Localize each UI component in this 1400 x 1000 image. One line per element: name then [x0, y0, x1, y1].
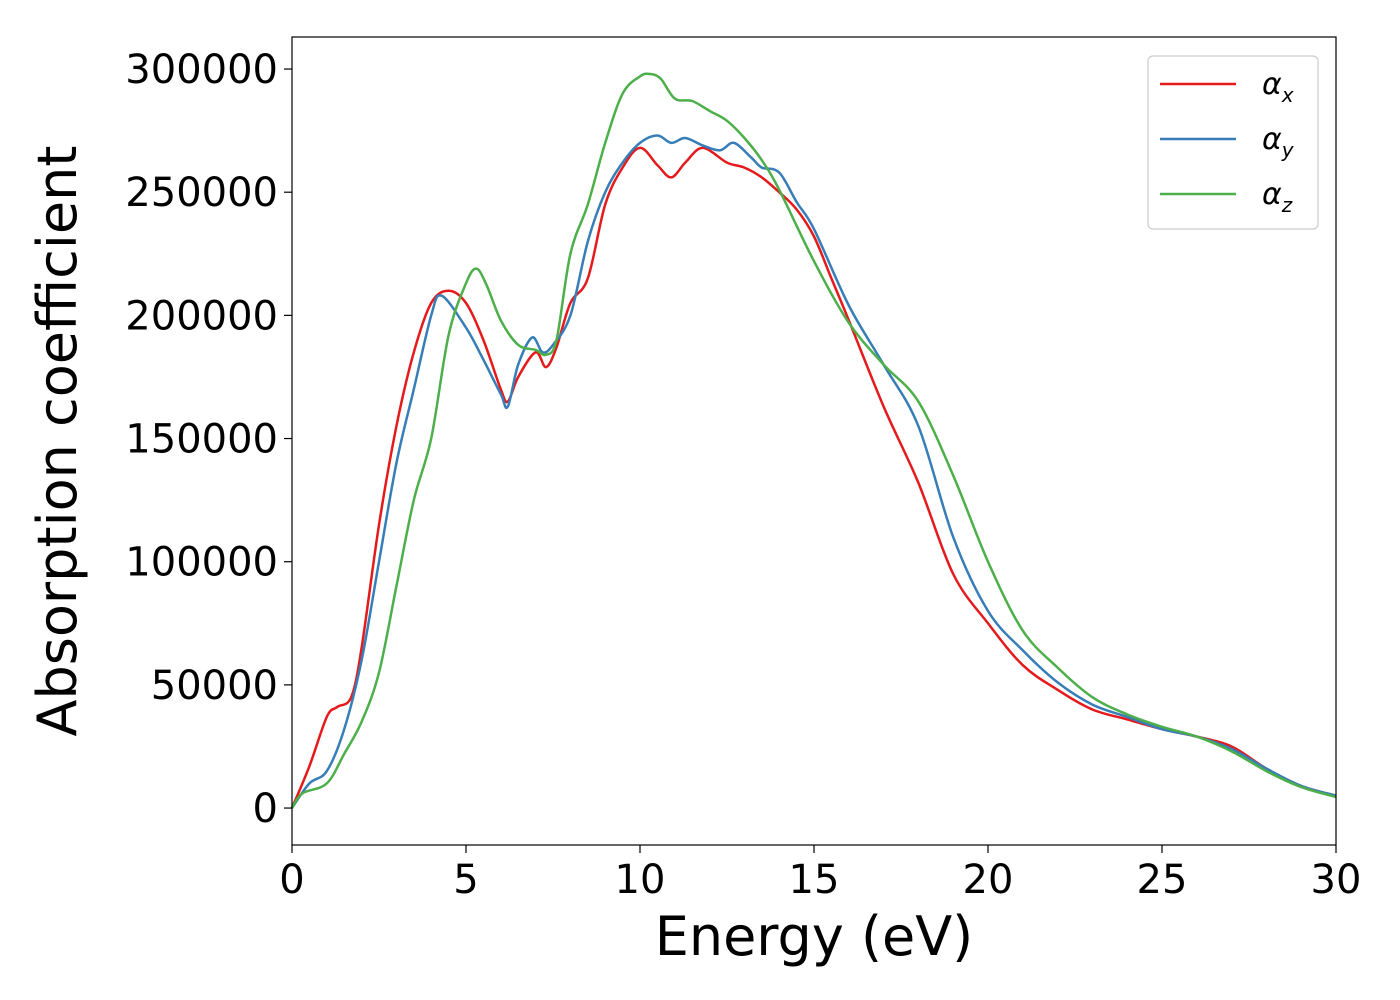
y-tick-label: 200000	[125, 293, 278, 339]
legend-label-z: αz	[1262, 177, 1293, 217]
y-axis-title: Absorption coefficient	[26, 146, 89, 737]
legend-label-y: αy	[1262, 122, 1295, 162]
series-layer	[290, 72, 1337, 809]
y-axis: 0 50000 100000 150000 200000 250000 300000	[125, 47, 292, 832]
series-line-y	[290, 134, 1337, 809]
x-tick-label: 25	[1137, 857, 1188, 903]
legend-label-x: αx	[1262, 67, 1294, 107]
y-tick-label: 0	[253, 786, 278, 832]
x-axis-title: Energy (eV)	[655, 905, 974, 968]
legend-box	[1147, 55, 1319, 230]
legend: αx αy αz	[1147, 55, 1319, 230]
y-tick-label: 50000	[151, 663, 278, 709]
y-tick-label: 150000	[125, 417, 278, 463]
x-axis: 0 5 10 15 20 25 30	[279, 845, 1361, 903]
y-tick-label: 100000	[125, 540, 278, 586]
x-tick-label: 10	[615, 857, 666, 903]
series-line-x	[290, 146, 1337, 809]
series-line-z	[290, 72, 1337, 809]
y-tick-label: 250000	[125, 170, 278, 216]
x-tick-label: 20	[963, 857, 1014, 903]
x-tick-label: 0	[279, 857, 304, 903]
x-tick-label: 15	[789, 857, 840, 903]
x-tick-label: 5	[453, 857, 478, 903]
y-tick-label: 300000	[125, 47, 278, 93]
x-tick-label: 30	[1311, 857, 1362, 903]
